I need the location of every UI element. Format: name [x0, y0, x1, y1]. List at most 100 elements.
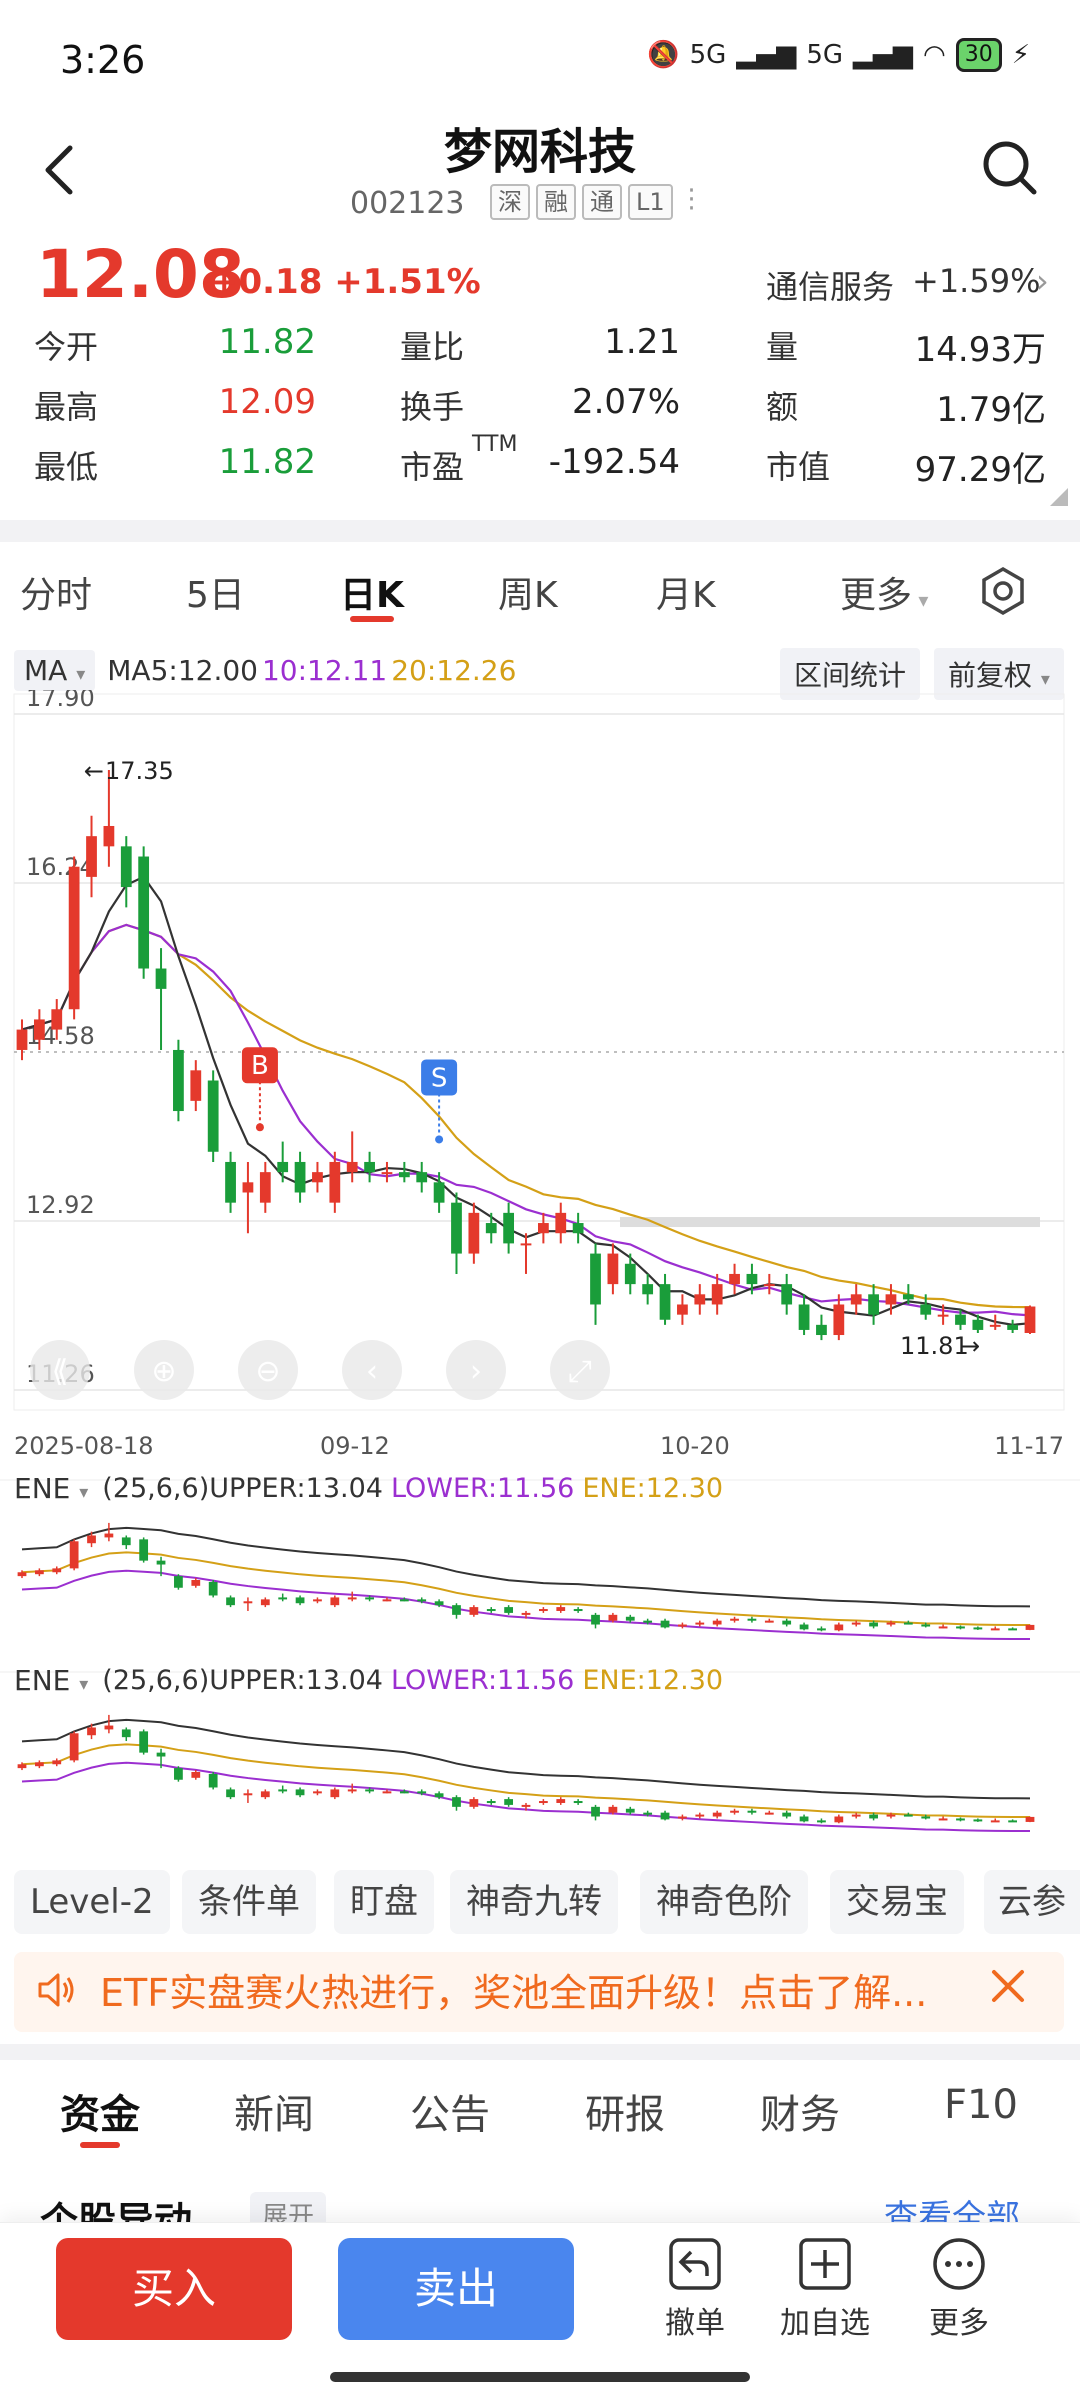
stat-value: 11.82: [218, 322, 316, 362]
candle-body: [955, 1314, 966, 1325]
prev-icon[interactable]: [342, 1340, 402, 1400]
candle-body: [659, 1284, 671, 1320]
settings-icon[interactable]: [978, 566, 1028, 616]
more-button[interactable]: 更多: [904, 2236, 1014, 2342]
zoom-in-icon[interactable]: [134, 1340, 194, 1400]
candle-body: [972, 1319, 984, 1330]
candle-body: [503, 1212, 515, 1244]
tab-intraday[interactable]: 分时: [20, 575, 93, 616]
candle-body: [434, 1601, 444, 1606]
ma10-line: [21, 923, 1031, 1317]
zoom-out-icon: ⊖: [255, 1354, 280, 1389]
candle-body: [990, 1628, 1000, 1631]
candle-body: [903, 1622, 913, 1625]
candle-body: [486, 1801, 496, 1804]
candle-body: [104, 1533, 114, 1538]
feature-nine-turn[interactable]: 神奇九转: [450, 1870, 618, 1934]
feature-conditional-order[interactable]: 条件单: [182, 1870, 316, 1934]
tab-weekly-k[interactable]: 周K: [498, 575, 558, 616]
chevron-right-icon[interactable]: ›: [1036, 262, 1049, 300]
candle-body: [452, 1797, 461, 1807]
candle-body: [538, 1801, 548, 1804]
fullscreen-icon[interactable]: [550, 1340, 610, 1400]
candle-body: [1008, 1820, 1018, 1823]
candle-body: [33, 1019, 45, 1040]
candle-body: [642, 1284, 654, 1295]
candle-body: [1025, 1624, 1035, 1630]
ene-selector[interactable]: ENE ▾: [14, 1664, 89, 1697]
x-tick-label: 10-20: [660, 1432, 730, 1460]
back-arrow-icon[interactable]: [40, 140, 80, 200]
stat-superscript: TTM: [472, 432, 518, 457]
tab-funds[interactable]: 资金: [60, 2092, 140, 2138]
stock-name: 梦网科技: [443, 124, 636, 180]
search-icon[interactable]: [980, 138, 1040, 198]
tab-f10[interactable]: F10: [944, 2082, 1018, 2128]
candle-body: [485, 1223, 497, 1234]
candle-body: [521, 1612, 531, 1615]
more-dots-icon[interactable]: ⋮: [678, 184, 705, 214]
feature-cloud-ref[interactable]: 云参: [984, 1870, 1080, 1934]
candle-body: [451, 1202, 462, 1254]
candle-body: [468, 1212, 480, 1254]
candle-body: [764, 1620, 774, 1623]
zoom-out-icon[interactable]: [238, 1340, 298, 1400]
add-watchlist-button[interactable]: 加自选: [770, 2236, 880, 2342]
ma-selector[interactable]: MA ▾: [14, 650, 96, 691]
candle-body: [520, 1243, 532, 1246]
candle-body: [191, 1580, 201, 1586]
tab-financials[interactable]: 财务: [760, 2092, 840, 2138]
feature-trade-treasure[interactable]: 交易宝: [830, 1870, 964, 1934]
next-icon[interactable]: [446, 1340, 506, 1400]
home-indicator[interactable]: [330, 2372, 750, 2382]
candle-body: [139, 1539, 149, 1561]
candle-body: [521, 1804, 531, 1807]
tab-more[interactable]: 更多 ▾: [840, 575, 929, 616]
adjust-selector[interactable]: 前复权 ▾: [934, 648, 1064, 700]
tab-news[interactable]: 新闻: [234, 2092, 314, 2138]
candle-body: [730, 1810, 739, 1813]
candle-body: [469, 1607, 479, 1615]
candle-body: [382, 1599, 392, 1602]
candle-body: [608, 1614, 618, 1621]
stat-value: 97.29亿: [914, 450, 1046, 490]
expand-corner-icon[interactable]: [1050, 488, 1068, 506]
sector-change[interactable]: +1.59%: [912, 262, 1041, 300]
tab-5day[interactable]: 5日: [186, 575, 245, 616]
y-tick-label: 12.92: [26, 1191, 95, 1219]
rewind-icon[interactable]: [30, 1340, 90, 1400]
close-icon[interactable]: [986, 1964, 1030, 2008]
feature-watch[interactable]: 盯盘: [334, 1870, 434, 1934]
promo-banner[interactable]: [14, 1952, 1064, 2032]
trade-marker-label: B: [251, 1051, 269, 1081]
tab-announcements[interactable]: 公告: [410, 2092, 490, 2138]
feature-color-scale[interactable]: 神奇色阶: [640, 1870, 808, 1934]
sell-button[interactable]: 卖出: [338, 2238, 574, 2340]
fullscreen-icon: ⤢: [568, 1354, 592, 1389]
tab-daily-k[interactable]: 日K: [340, 575, 404, 616]
stat-value: 2.07%: [571, 382, 680, 422]
kline-chart[interactable]: 17.9016.2414.5812.9211.2617.35←11.81→BS⟪…: [0, 690, 1080, 1860]
candle-body: [469, 1799, 479, 1807]
tag-level1: L1: [628, 184, 673, 220]
tab-research[interactable]: 研报: [585, 2092, 665, 2138]
candle-body: [817, 1628, 826, 1631]
stat-label: 最低: [34, 448, 99, 486]
buy-button[interactable]: 买入: [56, 2238, 292, 2340]
candle-body: [313, 1599, 322, 1602]
tab-monthly-k[interactable]: 月K: [656, 575, 716, 616]
y-tick-label: 16.24: [26, 853, 95, 881]
ene-selector[interactable]: ENE ▾: [14, 1472, 89, 1505]
feature-level2[interactable]: Level-2: [14, 1870, 170, 1934]
banner-text[interactable]: ETF实盘赛火热进行，奖池全面升级！点击了解...: [100, 1971, 928, 2015]
stat-label: 最高: [34, 388, 99, 426]
candle-body: [956, 1818, 965, 1821]
range-stats-button[interactable]: 区间统计: [780, 648, 921, 700]
candle-body: [694, 1294, 706, 1305]
cancel-order-button[interactable]: 撤单: [640, 2236, 750, 2342]
candle-body: [155, 968, 167, 989]
sector-name[interactable]: 通信服务: [766, 268, 895, 306]
candle-body: [173, 1049, 184, 1112]
candle-body: [921, 1624, 931, 1627]
candle-body: [729, 1273, 740, 1285]
